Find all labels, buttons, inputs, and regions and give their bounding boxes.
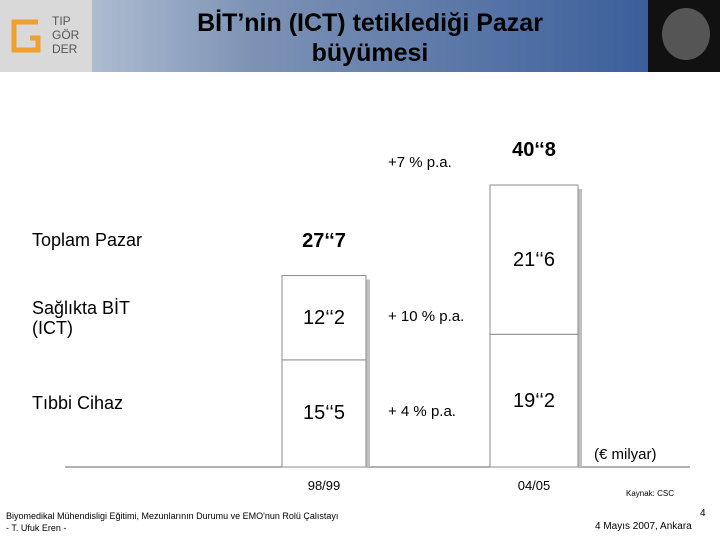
growth-label: + 10 % p.a. (388, 307, 465, 325)
logo-text: DER (52, 42, 78, 56)
row-label: Tıbbi Cihaz (32, 393, 124, 414)
logo-text: GÖR (52, 28, 80, 42)
row-label: Toplam Pazar (32, 229, 143, 250)
bar (281, 275, 367, 361)
growth-label: +7 % p.a. (388, 154, 452, 171)
logo-text: TIP (52, 14, 71, 28)
x-tick-label: 98/99 (307, 478, 341, 493)
value-label: 12‘‘2 (303, 306, 345, 329)
value-label: 19‘‘2 (513, 389, 555, 412)
bar (281, 359, 367, 468)
chart-title: BİT’nin (ICT) tetiklediği Pazar büyümesi (197, 9, 543, 67)
growth-label: + 4 % p.a. (388, 403, 456, 421)
footer-text: Biyomedikal Mühendisligi Eğitimi, Mezunl… (6, 511, 339, 521)
x-tick-label: 04/05 (517, 478, 551, 493)
header-image-shape (662, 8, 710, 60)
bar (489, 333, 579, 468)
row-label: Sağlıkta BİT (ICT) (32, 297, 130, 338)
source: Kaynak: CSC (626, 489, 675, 498)
header-bar (0, 0, 720, 72)
footer-text: - T. Ufuk Eren - (6, 523, 67, 533)
total-label: 27‘‘7 (302, 229, 346, 252)
page-number: 4 (700, 508, 706, 519)
logo-mark (11, 19, 41, 53)
value-label: 15‘‘5 (303, 402, 345, 425)
bar (489, 184, 579, 335)
footer-date: 4 Mayıs 2007, Ankara (595, 521, 692, 532)
unit-label: (€ milyar) (594, 446, 657, 463)
total-label: 40‘‘8 (512, 139, 556, 161)
value-label: 21‘‘6 (513, 248, 555, 271)
